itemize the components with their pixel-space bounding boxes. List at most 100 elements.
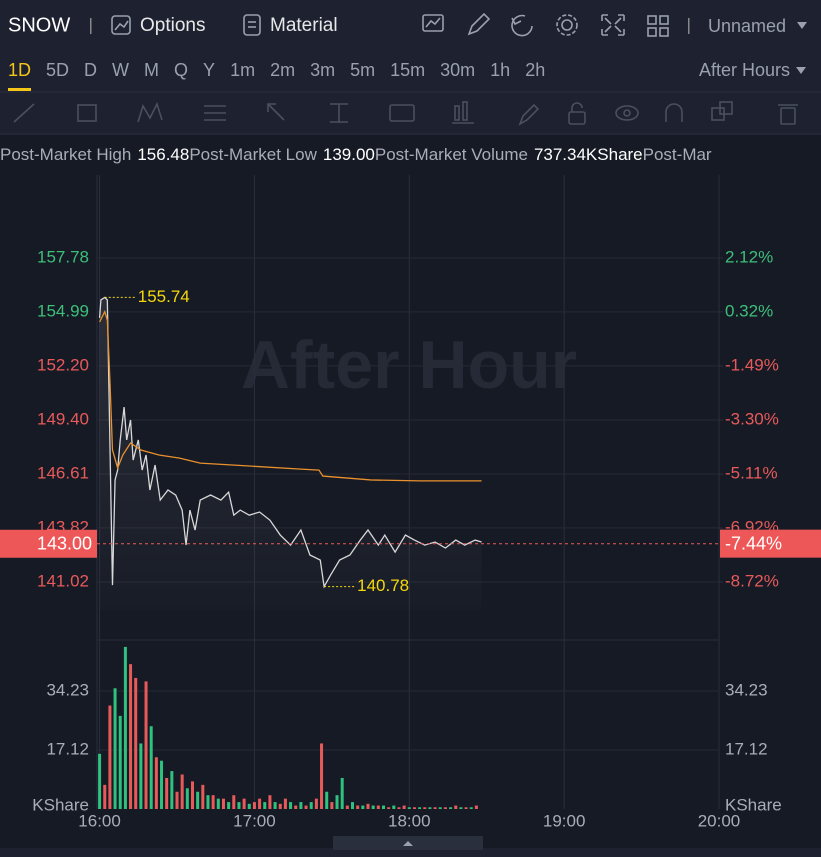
volume-bar (196, 791, 200, 809)
volume-bar (160, 760, 164, 809)
volume-bar (211, 795, 215, 809)
x-tick-label: 20:00 (698, 811, 741, 830)
stat-label: Post-Market Volume (375, 145, 528, 164)
volume-tick-label: 34.23 (46, 680, 89, 699)
volume-bar (144, 681, 148, 809)
volume-bar (449, 807, 453, 809)
line-1 (99, 309, 482, 482)
stats-row: Post-Market High 156.48Post-Market Low 139… (0, 145, 712, 164)
timeframe-row: 1D 5D D W M Q Y 1m 2m 3m 5m 15m 30m 1h 2h (8, 60, 545, 91)
volume-bar (175, 791, 179, 809)
volume-bar (402, 805, 406, 809)
volume-bar (340, 777, 344, 809)
volume-bar (361, 805, 365, 809)
volume-bar (98, 753, 102, 809)
layout-select[interactable]: Unnamed (708, 16, 786, 36)
stat-label: Post-Market Low (189, 145, 317, 164)
volume-bar (407, 807, 411, 809)
session-select[interactable]: After Hours (699, 60, 790, 80)
volume-bar (418, 807, 422, 809)
y2-tick-label: 0.32% (725, 301, 773, 320)
timeframe-button[interactable]: M (144, 60, 159, 80)
volume-bar (227, 802, 231, 809)
volume-bar (330, 802, 334, 809)
dropdown-arrow (797, 22, 807, 29)
timeframe-button[interactable]: 2h (525, 60, 545, 80)
volume-bar (314, 798, 318, 809)
timeframe-button[interactable]: Y (203, 60, 215, 80)
timeframe-button[interactable]: 1m (230, 60, 255, 80)
chart: After Hour 16:00 17:00 18:00 19:00 20:00157.… (0, 175, 821, 830)
annotation-label: 155.74 (138, 287, 190, 306)
volume-bar (320, 743, 324, 809)
timeframe-button[interactable]: 2m (270, 60, 295, 80)
volume-tick-label: 17.12 (46, 739, 89, 758)
volume-bar (474, 805, 478, 809)
volume-bar (149, 726, 153, 809)
timeframe-button[interactable]: 5D (46, 60, 69, 80)
volume-bar (387, 807, 391, 809)
x-tick-label: 17:00 (233, 811, 276, 830)
volume-bar (294, 805, 298, 809)
timeframe-button[interactable]: 30m (440, 60, 475, 80)
active-underline (8, 88, 32, 91)
y2-tick-label: 2.12% (725, 248, 773, 267)
volume-bar (438, 807, 442, 809)
volume-bar (108, 705, 112, 809)
timeframe-button[interactable]: Q (174, 60, 188, 80)
volume-bar (469, 807, 473, 809)
timeframe-button[interactable]: 5m (350, 60, 375, 80)
y2-tick-label: -1.49% (725, 355, 779, 374)
symbol[interactable]: SNOW (8, 14, 70, 36)
volume-unit: KShare (32, 795, 89, 814)
x-tick-label: 18:00 (388, 811, 431, 830)
volume-tick-label-right: 34.23 (725, 680, 768, 699)
volume-bar (283, 798, 287, 809)
volume-bar (232, 795, 236, 809)
volume-bar (273, 802, 277, 809)
y2-tick-label: -8.72% (725, 571, 779, 590)
timeframe-button[interactable]: D (84, 60, 97, 80)
x-tick-label: 19:00 (543, 811, 586, 830)
stat-value: 156.48 (137, 145, 189, 164)
options-button[interactable]: Options (140, 15, 205, 36)
divider (688, 18, 690, 34)
scrollbar (0, 848, 821, 857)
volume-bar (185, 788, 189, 809)
y-tick-label: 157.78 (37, 247, 89, 266)
volume-bar (443, 807, 447, 809)
current-change-box (720, 529, 821, 558)
y-tick-label: 154.99 (37, 301, 89, 320)
price-area (99, 297, 482, 610)
timeframe-button[interactable]: W (112, 60, 129, 80)
volume-bar (268, 795, 272, 809)
volume-bar (103, 784, 107, 809)
timeframe-button[interactable]: 1D (8, 60, 31, 80)
volume-unit-right: KShare (725, 795, 782, 814)
volume-bar (412, 807, 416, 809)
volume-bar (423, 807, 427, 809)
timeframe-button[interactable]: 15m (390, 60, 425, 80)
volume-bar (309, 802, 313, 809)
timeframe-button[interactable]: 3m (310, 60, 335, 80)
volume-bar (371, 805, 375, 809)
volume-bar (278, 803, 282, 809)
timeframe-button[interactable]: 1h (490, 60, 510, 80)
stat-value: 737.34KShare (534, 145, 643, 164)
volume-bar (289, 802, 293, 809)
toolbar-bg (0, 0, 821, 135)
y2-tick-label: -3.30% (725, 409, 779, 428)
stat-label: Post-Market High (0, 145, 131, 164)
volume-bar (464, 807, 468, 809)
y-tick-label: 141.02 (37, 572, 89, 591)
volume-bar (366, 803, 370, 809)
material-button[interactable]: Material (270, 15, 338, 36)
volume-bar (154, 757, 158, 809)
volume-bar (376, 805, 380, 809)
current-price-label: 143.00 (37, 534, 92, 554)
material-icon (243, 14, 261, 36)
volume-bar (258, 798, 262, 809)
volume-bar (397, 807, 401, 809)
volume-bar (118, 715, 122, 809)
